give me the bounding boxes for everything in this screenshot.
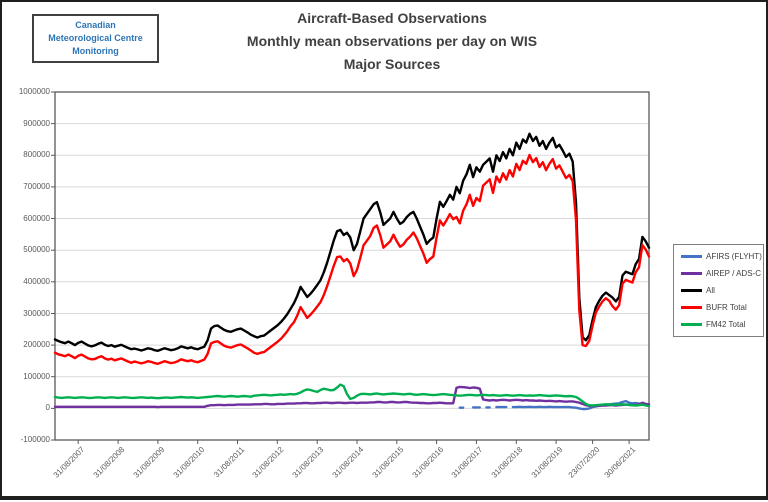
legend-label-all: All — [706, 286, 715, 295]
legend-item-airep: AIREP / ADS-C — [674, 265, 763, 282]
legend-swatch-afirs — [681, 255, 702, 258]
series-line-bufr — [53, 153, 651, 365]
series-line-afirs — [458, 399, 651, 411]
legend-swatch-bufr — [681, 306, 702, 309]
cmc-logo-box: Canadian Meteorological Centre Monitorin… — [32, 14, 159, 63]
y-axis-label: 600000 — [23, 213, 50, 223]
legend-item-fm42: FM42 Total — [674, 316, 763, 333]
y-axis-label: -100000 — [20, 435, 50, 444]
chart-title-line-2: Monthly mean observations per day on WIS — [246, 33, 538, 49]
legend-item-all: All — [674, 282, 763, 299]
legend-label-fm42: FM42 Total — [706, 320, 746, 329]
y-axis-label: 800000 — [23, 150, 50, 160]
series-line-airep — [53, 385, 651, 409]
legend: AFIRS (FLYHT) AIREP / ADS-C All BUFR Total F… — [673, 244, 764, 337]
legend-swatch-all — [681, 289, 702, 292]
y-axis-label: 200000 — [23, 340, 50, 350]
logo-line-2: Meteorological Centre — [48, 33, 143, 43]
legend-swatch-fm42 — [681, 323, 702, 326]
y-axis-label: 1000000 — [18, 87, 50, 96]
legend-item-bufr: BUFR Total — [674, 299, 763, 316]
y-axis-label: 700000 — [23, 181, 50, 191]
chart-title-line-1: Aircraft-Based Observations — [297, 10, 487, 26]
logo-line-3: Monitoring — [72, 46, 119, 56]
plot-border — [54, 91, 650, 441]
series-line-fm42 — [53, 383, 651, 408]
legend-label-airep: AIREP / ADS-C — [706, 269, 761, 278]
y-axis-label: 500000 — [23, 245, 50, 255]
chart-title-line-3: Major Sources — [343, 56, 441, 72]
series-line-all — [53, 132, 651, 352]
legend-swatch-airep — [681, 272, 702, 275]
chart-title: Aircraft-Based Observations Monthly mean… — [152, 7, 632, 76]
y-axis-label: 300000 — [23, 308, 50, 318]
legend-label-afirs: AFIRS (FLYHT) — [706, 252, 762, 261]
y-axis-label: 0 — [45, 403, 50, 413]
logo-line-1: Canadian — [75, 20, 116, 30]
y-axis-label: 100000 — [23, 371, 50, 381]
legend-label-bufr: BUFR Total — [706, 303, 747, 312]
y-axis-label: 400000 — [23, 276, 50, 286]
legend-item-afirs: AFIRS (FLYHT) — [674, 248, 763, 265]
y-axis-label: 900000 — [23, 118, 50, 128]
